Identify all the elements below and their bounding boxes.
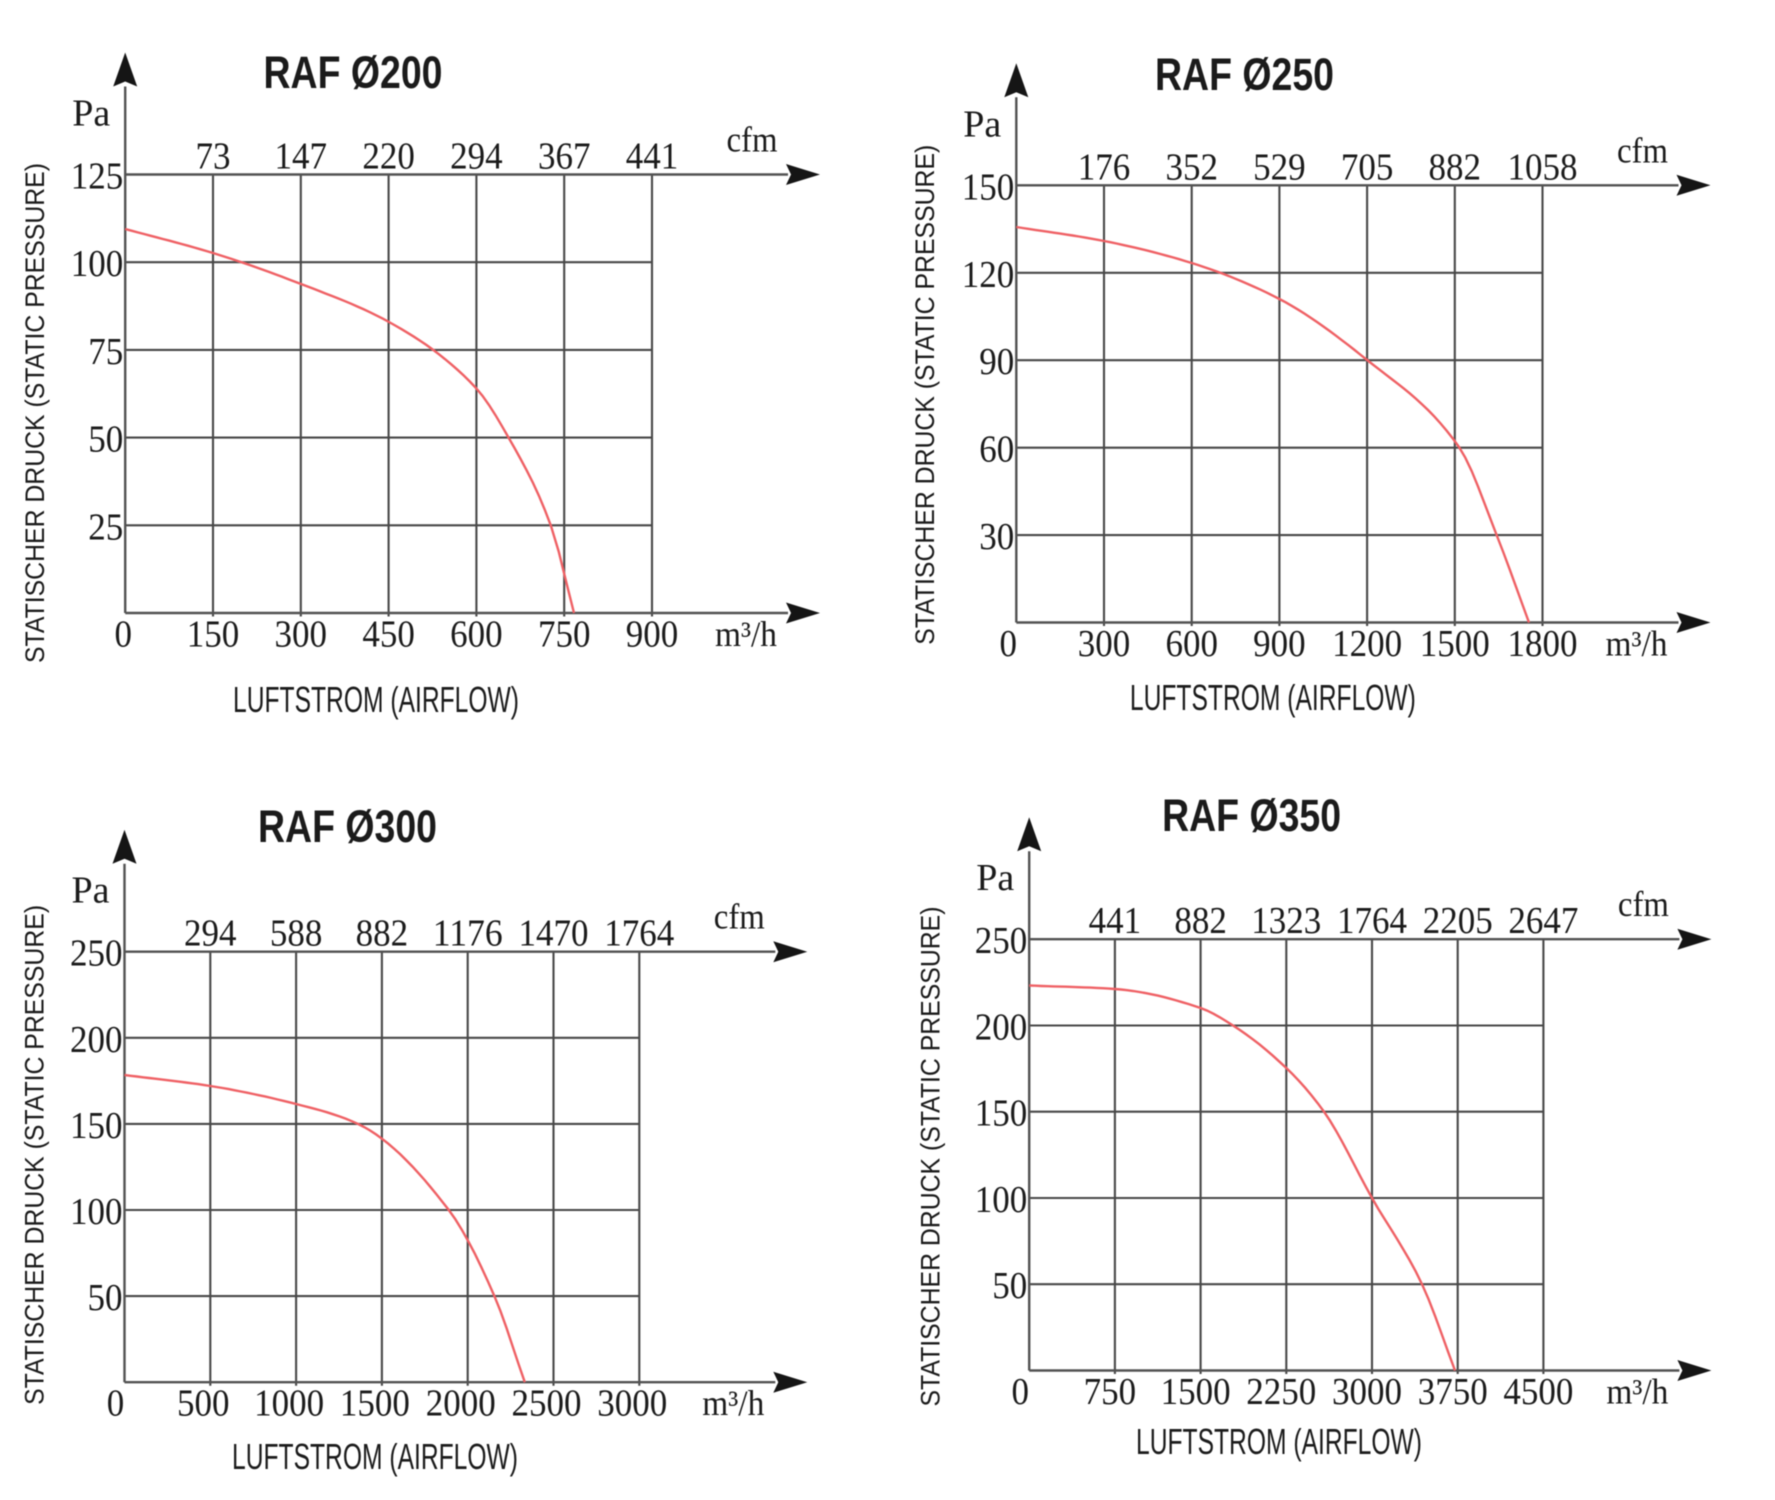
svg-text:150: 150 bbox=[70, 1105, 123, 1147]
svg-text:900: 900 bbox=[626, 614, 679, 656]
svg-text:0: 0 bbox=[1000, 623, 1018, 665]
svg-text:1800: 1800 bbox=[1508, 623, 1578, 665]
svg-text:0: 0 bbox=[114, 614, 132, 656]
svg-text:RAF Ø350: RAF Ø350 bbox=[1162, 790, 1341, 841]
svg-text:882: 882 bbox=[356, 913, 409, 955]
svg-text:441: 441 bbox=[626, 136, 679, 178]
svg-text:300: 300 bbox=[275, 614, 328, 656]
svg-text:1470: 1470 bbox=[519, 913, 589, 955]
svg-text:RAF Ø250: RAF Ø250 bbox=[1155, 49, 1334, 100]
svg-text:1500: 1500 bbox=[1420, 623, 1490, 665]
svg-text:294: 294 bbox=[184, 913, 237, 955]
svg-text:705: 705 bbox=[1341, 146, 1394, 188]
svg-text:250: 250 bbox=[975, 920, 1028, 962]
svg-text:LUFTSTROM (AIRFLOW): LUFTSTROM (AIRFLOW) bbox=[1136, 1421, 1422, 1462]
svg-text:2000: 2000 bbox=[426, 1383, 496, 1425]
svg-text:LUFTSTROM (AIRFLOW): LUFTSTROM (AIRFLOW) bbox=[1130, 677, 1416, 718]
svg-text:STATISCHER DRUCK (STATIC PRESS: STATISCHER DRUCK (STATIC PRESSURE) bbox=[910, 145, 940, 645]
svg-text:2205: 2205 bbox=[1423, 900, 1493, 942]
svg-text:0: 0 bbox=[107, 1383, 125, 1425]
svg-text:50: 50 bbox=[992, 1265, 1027, 1307]
svg-text:588: 588 bbox=[270, 913, 323, 955]
svg-text:100: 100 bbox=[975, 1179, 1028, 1221]
svg-text:882: 882 bbox=[1174, 900, 1227, 942]
svg-text:30: 30 bbox=[979, 516, 1014, 558]
svg-text:m³/h: m³/h bbox=[1606, 1372, 1668, 1412]
svg-text:60: 60 bbox=[979, 429, 1014, 471]
svg-text:600: 600 bbox=[1165, 623, 1218, 665]
svg-text:m³/h: m³/h bbox=[715, 614, 777, 654]
svg-text:STATISCHER DRUCK (STATIC PRESS: STATISCHER DRUCK (STATIC PRESSURE) bbox=[20, 905, 50, 1405]
svg-text:4500: 4500 bbox=[1503, 1371, 1573, 1413]
svg-text:250: 250 bbox=[70, 933, 123, 975]
svg-text:900: 900 bbox=[1253, 623, 1306, 665]
svg-text:STATISCHER DRUCK (STATIC PRESS: STATISCHER DRUCK (STATIC PRESSURE) bbox=[916, 907, 946, 1407]
svg-text:LUFTSTROM (AIRFLOW): LUFTSTROM (AIRFLOW) bbox=[232, 1436, 518, 1477]
svg-text:m³/h: m³/h bbox=[702, 1383, 764, 1423]
svg-text:2250: 2250 bbox=[1246, 1371, 1316, 1413]
svg-text:200: 200 bbox=[975, 1007, 1028, 1049]
svg-text:1176: 1176 bbox=[433, 913, 503, 955]
svg-text:200: 200 bbox=[70, 1019, 123, 1061]
svg-text:352: 352 bbox=[1165, 146, 1218, 188]
svg-text:450: 450 bbox=[362, 614, 415, 656]
svg-text:75: 75 bbox=[88, 331, 123, 373]
svg-text:cfm: cfm bbox=[727, 120, 778, 160]
svg-text:50: 50 bbox=[88, 419, 123, 461]
svg-text:Pa: Pa bbox=[72, 870, 110, 912]
svg-text:125: 125 bbox=[71, 156, 124, 198]
svg-text:150: 150 bbox=[962, 166, 1015, 208]
svg-text:Pa: Pa bbox=[72, 93, 110, 135]
svg-text:367: 367 bbox=[538, 136, 591, 178]
svg-text:600: 600 bbox=[450, 614, 503, 656]
svg-text:Pa: Pa bbox=[976, 857, 1014, 899]
svg-text:3000: 3000 bbox=[597, 1383, 667, 1425]
svg-text:STATISCHER DRUCK (STATIC PRESS: STATISCHER DRUCK (STATIC PRESSURE) bbox=[20, 163, 50, 663]
svg-text:Pa: Pa bbox=[963, 103, 1001, 145]
svg-text:1764: 1764 bbox=[1337, 900, 1407, 942]
svg-text:750: 750 bbox=[1084, 1371, 1137, 1413]
svg-text:1500: 1500 bbox=[340, 1383, 410, 1425]
svg-text:cfm: cfm bbox=[1617, 130, 1668, 170]
svg-text:90: 90 bbox=[979, 341, 1014, 383]
svg-text:176: 176 bbox=[1078, 146, 1131, 188]
svg-text:50: 50 bbox=[88, 1277, 123, 1319]
svg-text:LUFTSTROM (AIRFLOW): LUFTSTROM (AIRFLOW) bbox=[233, 679, 519, 720]
svg-text:1200: 1200 bbox=[1332, 623, 1402, 665]
svg-text:150: 150 bbox=[975, 1093, 1028, 1135]
svg-text:cfm: cfm bbox=[714, 897, 765, 937]
svg-text:1000: 1000 bbox=[254, 1383, 324, 1425]
svg-text:3750: 3750 bbox=[1418, 1371, 1488, 1413]
svg-text:300: 300 bbox=[1078, 623, 1131, 665]
svg-text:cfm: cfm bbox=[1618, 884, 1669, 924]
svg-text:750: 750 bbox=[538, 614, 591, 656]
svg-text:2647: 2647 bbox=[1508, 900, 1578, 942]
svg-text:120: 120 bbox=[962, 254, 1015, 296]
svg-text:73: 73 bbox=[196, 136, 231, 178]
svg-text:25: 25 bbox=[88, 506, 123, 548]
svg-text:RAF Ø200: RAF Ø200 bbox=[264, 47, 443, 98]
svg-text:147: 147 bbox=[275, 136, 328, 178]
svg-text:3000: 3000 bbox=[1332, 1371, 1402, 1413]
svg-text:1500: 1500 bbox=[1161, 1371, 1231, 1413]
svg-text:1323: 1323 bbox=[1251, 900, 1321, 942]
svg-text:100: 100 bbox=[70, 1191, 123, 1233]
svg-text:220: 220 bbox=[362, 136, 415, 178]
svg-text:529: 529 bbox=[1253, 146, 1306, 188]
svg-text:1764: 1764 bbox=[604, 913, 674, 955]
svg-text:100: 100 bbox=[71, 243, 124, 285]
svg-text:294: 294 bbox=[450, 136, 503, 178]
svg-text:2500: 2500 bbox=[512, 1383, 582, 1425]
svg-text:500: 500 bbox=[177, 1383, 230, 1425]
svg-text:882: 882 bbox=[1429, 146, 1482, 188]
svg-text:1058: 1058 bbox=[1508, 146, 1578, 188]
svg-text:150: 150 bbox=[187, 614, 240, 656]
svg-text:m³/h: m³/h bbox=[1606, 624, 1668, 664]
svg-text:RAF Ø300: RAF Ø300 bbox=[258, 801, 437, 852]
svg-text:441: 441 bbox=[1089, 900, 1142, 942]
svg-text:0: 0 bbox=[1011, 1371, 1029, 1413]
